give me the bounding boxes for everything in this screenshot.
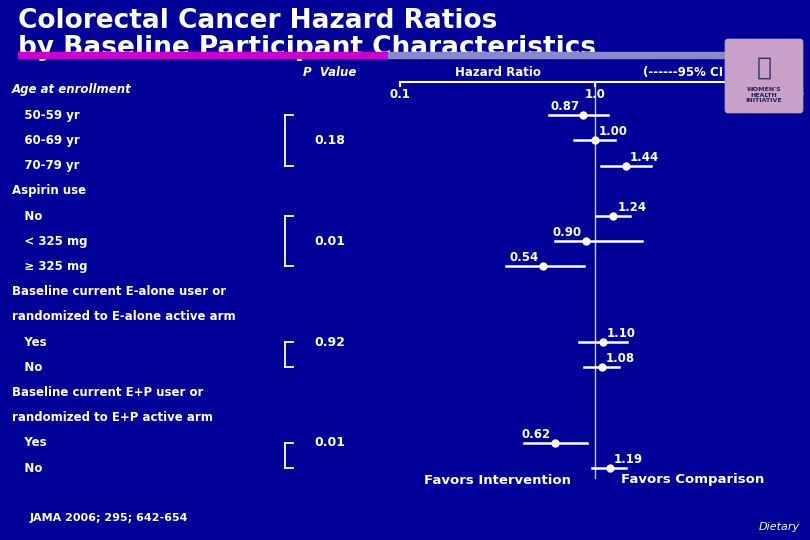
Bar — [18, 52, 388, 58]
Text: 10.0: 10.0 — [775, 88, 804, 101]
Text: 0.1: 0.1 — [390, 88, 411, 101]
Text: No: No — [12, 462, 42, 475]
Text: Yes: Yes — [12, 436, 47, 449]
Text: ≥ 325 mg: ≥ 325 mg — [12, 260, 87, 273]
Text: P  Value: P Value — [303, 66, 356, 79]
Text: 1.00: 1.00 — [599, 125, 628, 138]
Text: 50-59 yr: 50-59 yr — [12, 109, 79, 122]
Text: 🌐: 🌐 — [757, 56, 771, 80]
Text: (------95% CI ------): (------95% CI ------) — [643, 66, 762, 79]
Text: 60-69 yr: 60-69 yr — [12, 134, 79, 147]
Text: < 325 mg: < 325 mg — [12, 235, 87, 248]
Text: Baseline current E+P user or: Baseline current E+P user or — [12, 386, 203, 399]
Text: 0.01: 0.01 — [314, 235, 346, 248]
Text: 0.01: 0.01 — [314, 436, 346, 449]
Text: Hazard Ratio: Hazard Ratio — [454, 66, 540, 79]
Text: Yes: Yes — [12, 335, 47, 348]
Text: Aspirin use: Aspirin use — [12, 184, 86, 197]
FancyBboxPatch shape — [725, 39, 803, 113]
Text: 1.10: 1.10 — [607, 327, 636, 340]
Text: randomized to E+P active arm: randomized to E+P active arm — [12, 411, 213, 424]
Text: 1.0: 1.0 — [585, 88, 605, 101]
Bar — [388, 52, 792, 58]
Text: 1.24: 1.24 — [617, 201, 646, 214]
Text: by Baseline Participant Characteristics: by Baseline Participant Characteristics — [18, 35, 596, 61]
Text: Dietary: Dietary — [759, 522, 800, 532]
Text: 1.19: 1.19 — [614, 453, 643, 466]
Text: No: No — [12, 361, 42, 374]
Text: 0.18: 0.18 — [314, 134, 345, 147]
Text: Favors Intervention: Favors Intervention — [424, 474, 571, 487]
Text: 0.87: 0.87 — [550, 100, 579, 113]
Text: No: No — [12, 210, 42, 222]
Text: WOMEN'S
HEALTH
INITIATIVE: WOMEN'S HEALTH INITIATIVE — [746, 87, 782, 103]
Text: 0.62: 0.62 — [522, 428, 551, 441]
Text: JAMA 2006; 295; 642-654: JAMA 2006; 295; 642-654 — [30, 513, 189, 523]
Text: 0.90: 0.90 — [553, 226, 582, 239]
Text: 0.92: 0.92 — [314, 335, 345, 348]
Text: 1.08: 1.08 — [606, 352, 635, 365]
Text: Baseline current E-alone user or: Baseline current E-alone user or — [12, 285, 226, 298]
Text: Colorectal Cancer Hazard Ratios: Colorectal Cancer Hazard Ratios — [18, 8, 497, 34]
Text: 1.44: 1.44 — [630, 151, 659, 164]
Text: Age at enrollment: Age at enrollment — [12, 84, 132, 97]
Text: randomized to E-alone active arm: randomized to E-alone active arm — [12, 310, 236, 323]
Text: 70-79 yr: 70-79 yr — [12, 159, 79, 172]
Text: Favors Comparison: Favors Comparison — [621, 474, 764, 487]
Text: 0.54: 0.54 — [509, 252, 539, 265]
